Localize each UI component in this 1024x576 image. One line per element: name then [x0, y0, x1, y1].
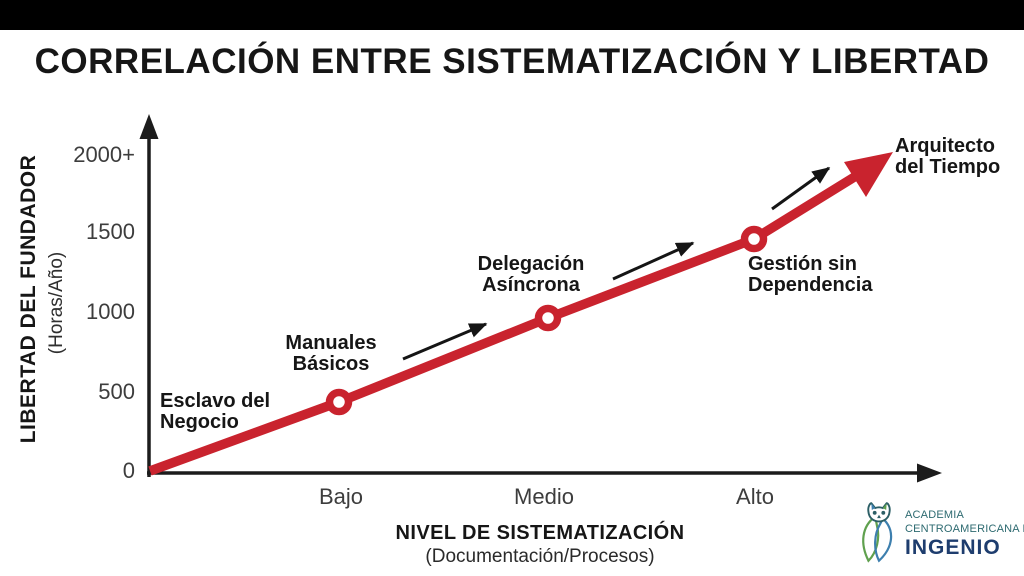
data-point-marker [534, 304, 562, 332]
stage-label-delegacion-asincrona: Delegación Asíncrona [477, 253, 585, 296]
stage-label-manuales-basicos: Manuales Básicos [285, 332, 377, 375]
top-black-bar [0, 0, 1024, 30]
stage-label-gestion-sin-dependencia: Gestión sin Dependencia [748, 253, 873, 296]
x-tick-bajo: Bajo [318, 484, 364, 509]
x-tick-medio: Medio [514, 484, 574, 509]
logo-line-2: CENTROAMERICANA DE [905, 522, 1024, 535]
logo-text: ACADEMIA CENTROAMERICANA DE INGENIO [905, 501, 1024, 560]
up-arrow-icon [402, 322, 488, 361]
x-axis-arrow-icon [917, 463, 942, 483]
y-axis-arrow-icon [139, 114, 159, 139]
x-tick-alto: Alto [736, 484, 774, 509]
page-title: CORRELACIÓN ENTRE SISTEMATIZACIÓN Y LIBE… [34, 42, 990, 81]
academy-logo: ACADEMIA CENTROAMERICANA DE INGENIO [856, 501, 1024, 563]
data-point-marker [740, 225, 768, 253]
y-tick-0: 0 [122, 458, 135, 483]
y-axis-subtitle: (Horas/Año) [46, 251, 67, 355]
y-tick-1000: 1000 [86, 299, 135, 324]
y-tick-1500: 1500 [86, 219, 135, 244]
y-tick-500: 500 [98, 379, 135, 404]
x-axis-subtitle: (Documentación/Procesos) [425, 546, 655, 567]
logo-line-1: ACADEMIA [905, 509, 965, 521]
trend-arrow-icon [844, 152, 893, 197]
x-axis-title: NIVEL DE SISTEMATIZACIÓN [395, 522, 685, 544]
logo-name: INGENIO [905, 536, 1001, 559]
data-point-marker [325, 388, 353, 416]
stage-label-arquitecto-del-tiempo: Arquitecto del Tiempo [895, 135, 1001, 178]
y-axis-title: LIBERTAD DEL FUNDADOR [17, 154, 40, 444]
stage-label-esclavo-del-negocio: Esclavo del Negocio [160, 390, 271, 433]
owl-logo-icon [862, 502, 893, 563]
up-arrow-icon [771, 166, 831, 211]
up-arrow-icon [612, 241, 695, 281]
y-tick-2000: 2000+ [73, 142, 135, 167]
